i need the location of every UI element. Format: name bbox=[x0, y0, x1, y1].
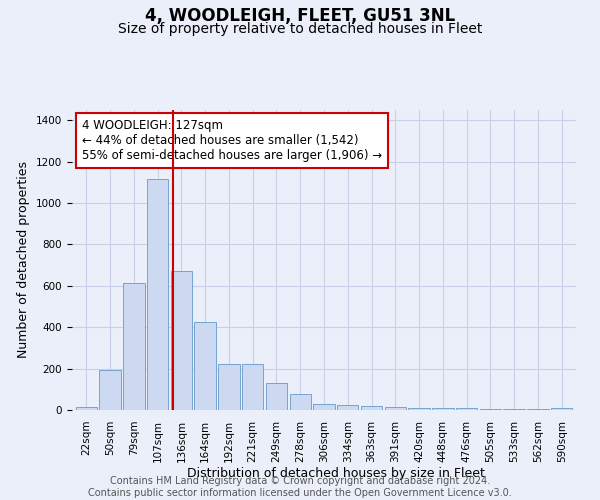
Bar bbox=[147, 180, 168, 410]
Bar bbox=[361, 406, 382, 410]
Text: Size of property relative to detached houses in Fleet: Size of property relative to detached ho… bbox=[118, 22, 482, 36]
Bar bbox=[456, 408, 478, 410]
Text: 4, WOODLEIGH, FLEET, GU51 3NL: 4, WOODLEIGH, FLEET, GU51 3NL bbox=[145, 8, 455, 26]
Bar bbox=[385, 407, 406, 410]
Bar bbox=[218, 364, 239, 410]
Bar bbox=[409, 408, 430, 410]
Text: 4 WOODLEIGH: 127sqm
← 44% of detached houses are smaller (1,542)
55% of semi-det: 4 WOODLEIGH: 127sqm ← 44% of detached ho… bbox=[82, 119, 382, 162]
Bar bbox=[170, 272, 192, 410]
Bar bbox=[313, 404, 335, 410]
Bar bbox=[266, 383, 287, 410]
Bar bbox=[76, 407, 97, 410]
Bar bbox=[480, 409, 501, 410]
Bar bbox=[503, 409, 525, 410]
Text: Contains HM Land Registry data © Crown copyright and database right 2024.
Contai: Contains HM Land Registry data © Crown c… bbox=[88, 476, 512, 498]
Text: Distribution of detached houses by size in Fleet: Distribution of detached houses by size … bbox=[187, 468, 485, 480]
Bar bbox=[100, 370, 121, 410]
Bar bbox=[551, 408, 572, 410]
Bar bbox=[290, 394, 311, 410]
Bar bbox=[123, 283, 145, 410]
Y-axis label: Number of detached properties: Number of detached properties bbox=[17, 162, 31, 358]
Bar bbox=[194, 322, 216, 410]
Bar bbox=[337, 405, 358, 410]
Bar bbox=[242, 364, 263, 410]
Bar bbox=[432, 408, 454, 410]
